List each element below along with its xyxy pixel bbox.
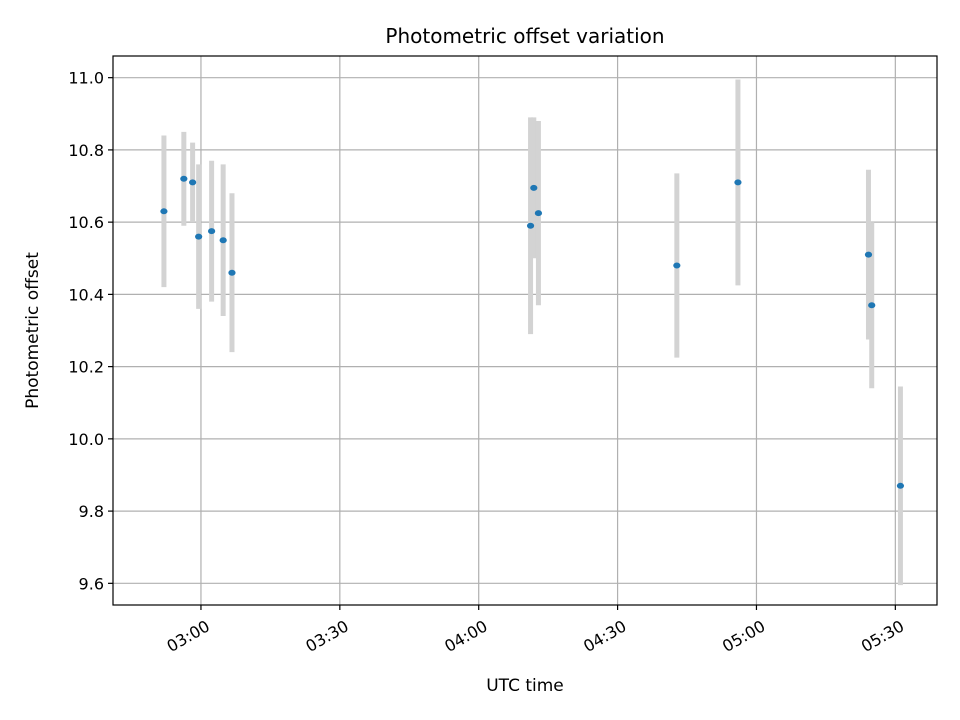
data-point [228,269,236,276]
y-tick-label: 10.4 [68,285,104,304]
data-point [195,233,203,240]
y-axis-title: Photometric offset [23,252,43,409]
y-tick-label: 9.6 [79,574,104,593]
data-point [864,251,873,258]
data-point [189,179,197,186]
data-point [208,228,216,235]
data-point [526,222,535,229]
data-point [734,179,742,186]
y-tick-label: 9.8 [79,502,104,521]
grid [113,56,937,605]
data-point [160,208,168,215]
chart-title: Photometric offset variation [385,24,664,48]
x-axis-title: UTC time [486,676,564,696]
plot-frame [112,55,938,606]
data-point [180,175,188,182]
y-tick-label: 10.0 [68,430,104,449]
y-tick-label: 10.6 [68,213,104,232]
y-tick-label: 10.2 [68,358,104,377]
data-point [219,237,227,244]
data-point [896,482,905,489]
data-points [160,175,905,489]
y-tick-label: 11.0 [68,69,104,88]
data-point [534,210,543,217]
data-point [868,302,876,309]
data-point [673,262,681,269]
data-point [530,184,538,191]
y-tick-label: 10.8 [68,141,104,160]
